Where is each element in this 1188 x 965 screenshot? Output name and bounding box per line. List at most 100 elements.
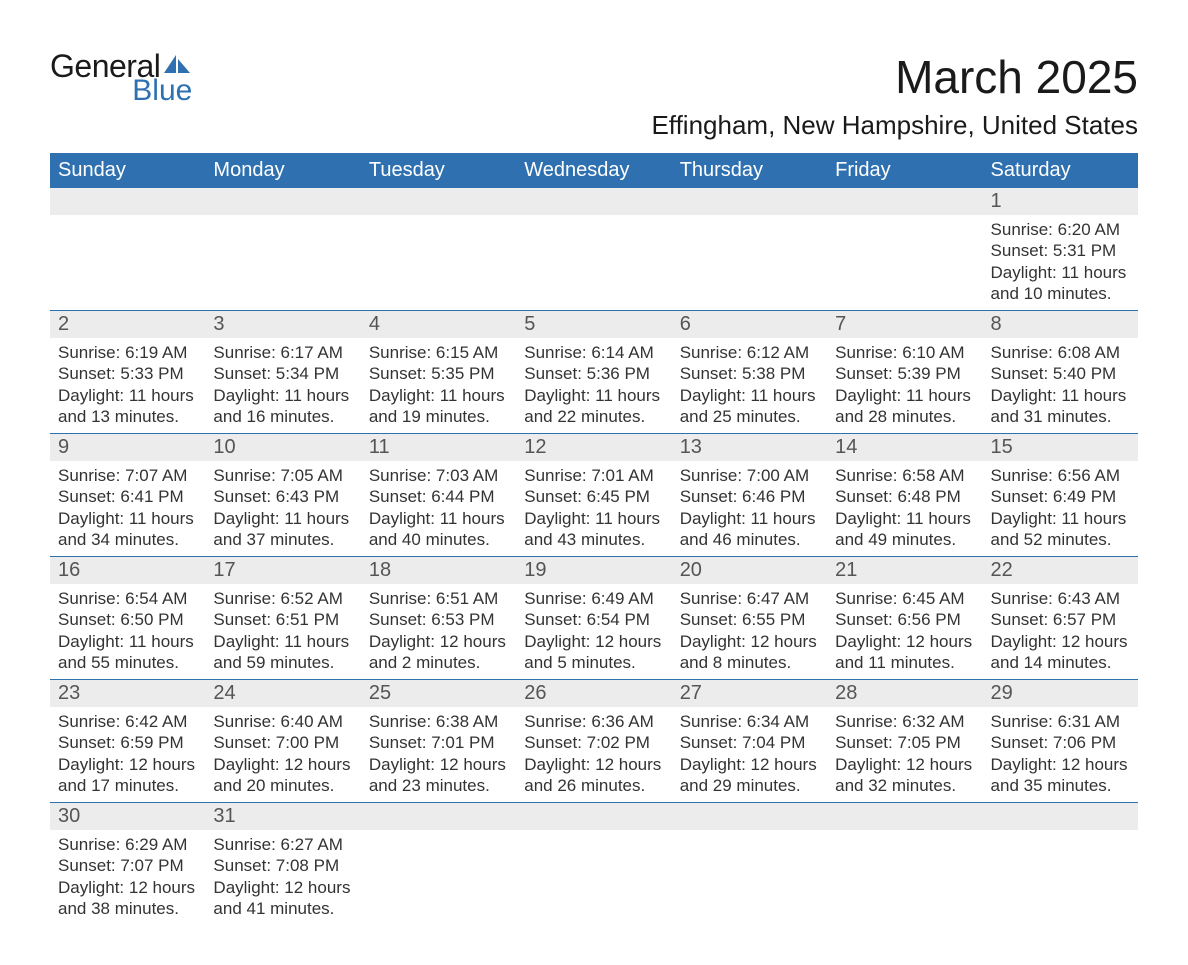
dow-header: Sunday (50, 153, 205, 188)
daylight-line: Daylight: 12 hours and 38 minutes. (58, 877, 197, 920)
day-number-cell: 14 (827, 434, 982, 462)
sunrise-line: Sunrise: 6:34 AM (680, 711, 819, 732)
day-detail-cell: Sunrise: 6:43 AMSunset: 6:57 PMDaylight:… (983, 584, 1138, 680)
day-number-cell (983, 803, 1138, 831)
week-detail-row: Sunrise: 6:42 AMSunset: 6:59 PMDaylight:… (50, 707, 1138, 803)
day-detail-cell: Sunrise: 6:52 AMSunset: 6:51 PMDaylight:… (205, 584, 360, 680)
daylight-line: Daylight: 11 hours and 46 minutes. (680, 508, 819, 551)
day-detail-cell: Sunrise: 7:07 AMSunset: 6:41 PMDaylight:… (50, 461, 205, 557)
day-number-cell (827, 188, 982, 215)
daylight-line: Daylight: 11 hours and 34 minutes. (58, 508, 197, 551)
day-number-cell (50, 188, 205, 215)
daylight-line: Daylight: 12 hours and 29 minutes. (680, 754, 819, 797)
week-number-row: 3031 (50, 803, 1138, 831)
sunrise-line: Sunrise: 6:38 AM (369, 711, 508, 732)
dow-header: Tuesday (361, 153, 516, 188)
sunset-line: Sunset: 5:33 PM (58, 363, 197, 384)
sunrise-line: Sunrise: 7:00 AM (680, 465, 819, 486)
day-number-cell: 23 (50, 680, 205, 708)
day-number: 8 (983, 311, 1138, 338)
day-number-cell: 31 (205, 803, 360, 831)
day-detail-cell (983, 830, 1138, 925)
week-number-row: 16171819202122 (50, 557, 1138, 585)
daylight-line: Daylight: 11 hours and 10 minutes. (991, 262, 1130, 305)
sunset-line: Sunset: 6:46 PM (680, 486, 819, 507)
week-detail-row: Sunrise: 6:29 AMSunset: 7:07 PMDaylight:… (50, 830, 1138, 925)
sunset-line: Sunset: 6:45 PM (524, 486, 663, 507)
daylight-line: Daylight: 11 hours and 25 minutes. (680, 385, 819, 428)
sunrise-line: Sunrise: 6:40 AM (213, 711, 352, 732)
daylight-line: Daylight: 12 hours and 14 minutes. (991, 631, 1130, 674)
sunset-line: Sunset: 6:55 PM (680, 609, 819, 630)
day-number: 3 (205, 311, 360, 338)
day-number-cell (205, 188, 360, 215)
week-detail-row: Sunrise: 7:07 AMSunset: 6:41 PMDaylight:… (50, 461, 1138, 557)
sunrise-line: Sunrise: 6:14 AM (524, 342, 663, 363)
day-detail-cell (827, 830, 982, 925)
day-number: 12 (516, 434, 671, 461)
day-number-cell (672, 188, 827, 215)
title-block: March 2025 Effingham, New Hampshire, Uni… (651, 50, 1138, 141)
daylight-line: Daylight: 12 hours and 5 minutes. (524, 631, 663, 674)
sunrise-line: Sunrise: 6:51 AM (369, 588, 508, 609)
day-detail-cell: Sunrise: 7:01 AMSunset: 6:45 PMDaylight:… (516, 461, 671, 557)
day-detail-cell: Sunrise: 6:08 AMSunset: 5:40 PMDaylight:… (983, 338, 1138, 434)
day-number: 13 (672, 434, 827, 461)
sunrise-line: Sunrise: 6:54 AM (58, 588, 197, 609)
logo-text-blue: Blue (122, 76, 192, 106)
daylight-line: Daylight: 11 hours and 31 minutes. (991, 385, 1130, 428)
dow-header: Friday (827, 153, 982, 188)
sunrise-line: Sunrise: 6:56 AM (991, 465, 1130, 486)
day-detail-cell: Sunrise: 6:12 AMSunset: 5:38 PMDaylight:… (672, 338, 827, 434)
day-number-cell: 3 (205, 311, 360, 339)
sunset-line: Sunset: 6:54 PM (524, 609, 663, 630)
daylight-line: Daylight: 11 hours and 19 minutes. (369, 385, 508, 428)
day-detail-cell: Sunrise: 6:34 AMSunset: 7:04 PMDaylight:… (672, 707, 827, 803)
sunset-line: Sunset: 6:57 PM (991, 609, 1130, 630)
day-detail-cell: Sunrise: 6:15 AMSunset: 5:35 PMDaylight:… (361, 338, 516, 434)
sunrise-line: Sunrise: 6:20 AM (991, 219, 1130, 240)
day-detail-cell: Sunrise: 6:14 AMSunset: 5:36 PMDaylight:… (516, 338, 671, 434)
sunrise-line: Sunrise: 7:01 AM (524, 465, 663, 486)
sunset-line: Sunset: 6:50 PM (58, 609, 197, 630)
day-detail-cell: Sunrise: 6:58 AMSunset: 6:48 PMDaylight:… (827, 461, 982, 557)
daylight-line: Daylight: 11 hours and 37 minutes. (213, 508, 352, 551)
sunrise-line: Sunrise: 6:15 AM (369, 342, 508, 363)
daylight-line: Daylight: 12 hours and 2 minutes. (369, 631, 508, 674)
day-number: 9 (50, 434, 205, 461)
day-detail-cell (672, 215, 827, 311)
sunset-line: Sunset: 7:07 PM (58, 855, 197, 876)
day-number: 7 (827, 311, 982, 338)
day-number-cell (672, 803, 827, 831)
sunset-line: Sunset: 6:59 PM (58, 732, 197, 753)
day-detail-cell: Sunrise: 6:51 AMSunset: 6:53 PMDaylight:… (361, 584, 516, 680)
day-number-cell (361, 803, 516, 831)
day-number: 14 (827, 434, 982, 461)
daylight-line: Daylight: 12 hours and 32 minutes. (835, 754, 974, 797)
sunrise-line: Sunrise: 6:08 AM (991, 342, 1130, 363)
day-detail-cell: Sunrise: 6:31 AMSunset: 7:06 PMDaylight:… (983, 707, 1138, 803)
daylight-line: Daylight: 12 hours and 35 minutes. (991, 754, 1130, 797)
week-number-row: 23242526272829 (50, 680, 1138, 708)
day-detail-cell: Sunrise: 6:10 AMSunset: 5:39 PMDaylight:… (827, 338, 982, 434)
day-number: 25 (361, 680, 516, 707)
day-number-cell: 1 (983, 188, 1138, 215)
daylight-line: Daylight: 11 hours and 13 minutes. (58, 385, 197, 428)
dow-header: Thursday (672, 153, 827, 188)
sunrise-line: Sunrise: 6:58 AM (835, 465, 974, 486)
day-number-cell (516, 188, 671, 215)
day-number: 31 (205, 803, 360, 830)
day-number-cell: 22 (983, 557, 1138, 585)
day-number: 22 (983, 557, 1138, 584)
sunset-line: Sunset: 6:41 PM (58, 486, 197, 507)
day-detail-cell: Sunrise: 6:47 AMSunset: 6:55 PMDaylight:… (672, 584, 827, 680)
day-number: 10 (205, 434, 360, 461)
day-number-cell: 11 (361, 434, 516, 462)
day-detail-cell (205, 215, 360, 311)
day-detail-cell: Sunrise: 6:27 AMSunset: 7:08 PMDaylight:… (205, 830, 360, 925)
day-detail-cell: Sunrise: 7:05 AMSunset: 6:43 PMDaylight:… (205, 461, 360, 557)
sunset-line: Sunset: 5:39 PM (835, 363, 974, 384)
day-detail-cell (516, 215, 671, 311)
day-detail-cell: Sunrise: 6:49 AMSunset: 6:54 PMDaylight:… (516, 584, 671, 680)
sunset-line: Sunset: 7:04 PM (680, 732, 819, 753)
